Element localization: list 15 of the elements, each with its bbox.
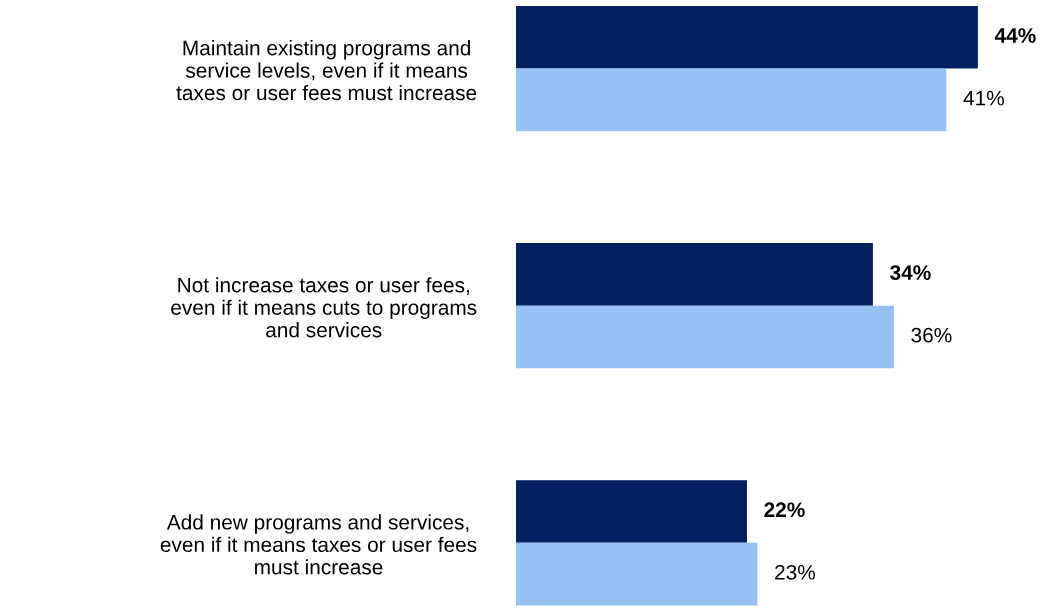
bar	[516, 542, 758, 606]
bar	[516, 305, 894, 369]
data-label: 22%	[764, 502, 805, 518]
bar	[516, 480, 747, 543]
bar	[516, 5, 978, 69]
bar	[516, 243, 873, 306]
data-label: 23%	[775, 564, 816, 580]
data-label: 44%	[994, 28, 1036, 43]
data-label: 41%	[963, 90, 1004, 106]
bar	[516, 68, 947, 132]
y-tick-label: Not increase taxes or user fees, even if it means cuts to programs and services	[171, 277, 477, 338]
y-tick-label: Add new programs and services, even if it means taxes or user fees must increase	[160, 514, 477, 575]
data-label: 36%	[911, 327, 952, 343]
data-label: 34%	[890, 265, 931, 280]
y-tick-label: Maintain existing programs and service levels, even if it means taxes or user fees must increase	[176, 40, 477, 101]
